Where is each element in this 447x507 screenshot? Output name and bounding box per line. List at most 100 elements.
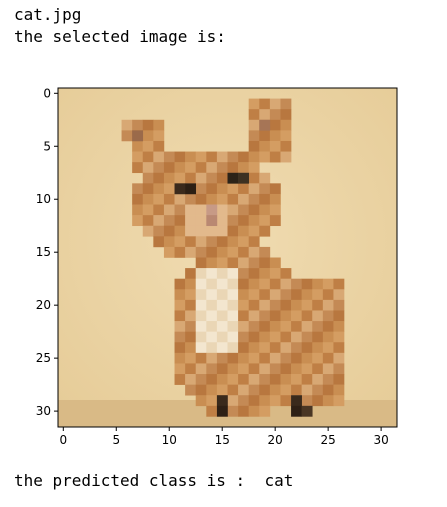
cat-pixel: [301, 374, 313, 385]
cat-pixel: [227, 331, 239, 343]
cat-pixel: [301, 299, 313, 311]
cat-pixel: [333, 331, 345, 343]
cat-pixel: [174, 299, 186, 311]
cat-pixel: [195, 151, 207, 163]
cat-pixel: [174, 215, 186, 227]
cat-pixel: [248, 225, 260, 237]
cat-pixel: [195, 384, 207, 396]
cat-pixel: [163, 172, 175, 184]
cat-pixel: [216, 162, 228, 174]
cat-pixel: [280, 331, 292, 343]
cat-pixel: [185, 331, 197, 343]
cat-pixel: [174, 331, 186, 343]
cat-pixel: [280, 363, 292, 375]
cat-pixel: [227, 299, 239, 311]
y-tick-label: 0: [43, 86, 51, 100]
cat-pixel: [216, 278, 228, 290]
x-tick-label: 25: [321, 433, 336, 447]
cat-pixel: [238, 215, 249, 227]
cat-pixel: [259, 321, 271, 332]
cat-pixel: [291, 289, 302, 301]
cat-pixel: [185, 352, 197, 364]
cat-pixel: [291, 321, 302, 332]
cat-pixel: [280, 268, 292, 279]
cat-pixel: [269, 268, 281, 279]
cat-pixel: [322, 352, 334, 364]
cat-pixel: [142, 215, 154, 227]
cat-pixel: [333, 352, 345, 364]
cat-pixel: [312, 331, 324, 343]
cat-pixel: [163, 183, 175, 195]
cat-pixel: [322, 310, 334, 322]
cat-pixel: [195, 225, 207, 237]
cat-pixel: [248, 374, 260, 385]
cat-pixel: [259, 363, 271, 375]
cat-pixel: [322, 395, 334, 407]
cat-pixel: [174, 310, 186, 322]
cat-pixel: [259, 193, 271, 205]
cat-pixel: [259, 342, 271, 354]
cat-pixel: [238, 310, 249, 322]
cat-pixel: [153, 130, 165, 142]
cat-pixel: [227, 384, 239, 396]
cat-pixel: [291, 384, 302, 396]
cat-pixel: [185, 151, 197, 163]
cat-pixel: [216, 225, 228, 237]
y-axis: 0 5 10 15 20 25 30: [36, 86, 58, 418]
cat-pixel: [269, 363, 281, 375]
y-tick-label: 10: [36, 192, 51, 206]
cat-pixel: [195, 331, 207, 343]
cat-pixel: [248, 257, 260, 269]
cat-pixel: [269, 183, 281, 195]
cat-pixel: [248, 109, 260, 121]
cat-pixel: [269, 289, 281, 301]
cat-pixel: [142, 140, 154, 152]
cat-pixel: [174, 321, 186, 332]
cat-pixel: [163, 193, 175, 205]
cat-pixel: [259, 98, 271, 110]
cat-pixel: [206, 268, 218, 279]
cat-pixel: [185, 193, 197, 205]
x-tick-label: 5: [112, 433, 120, 447]
cat-pixel: [291, 310, 302, 322]
cat-pixel: [142, 204, 154, 216]
cat-pixel: [259, 395, 271, 407]
predicted-class-text: the predicted class is : cat: [14, 471, 294, 490]
cat-pixel: [238, 352, 249, 364]
cat-pixel: [312, 363, 324, 375]
cat-pixel: [185, 384, 197, 396]
cat-pixel: [248, 289, 260, 301]
cat-pixel: [333, 278, 345, 290]
cat-pixel: [206, 384, 218, 396]
cat-pixel: [216, 321, 228, 332]
cat-pixel: [227, 215, 239, 227]
cat-pixel: [132, 151, 144, 163]
cat-pixel: [259, 331, 271, 343]
cat-pixel: [269, 119, 281, 131]
cat-pixel: [259, 299, 271, 311]
cat-pixel: [174, 363, 186, 375]
cat-pixel: [269, 331, 281, 343]
cat-pixel: [238, 193, 249, 205]
cat-pixel: [227, 352, 239, 364]
x-tick-label: 15: [215, 433, 230, 447]
cat-pixel: [121, 119, 133, 131]
y-tick-label: 25: [36, 351, 51, 365]
y-tick-label: 30: [36, 404, 51, 418]
cat-pixel: [174, 204, 186, 216]
cat-pixel: [259, 352, 271, 364]
cat-pixel: [163, 225, 175, 237]
cat-pixel: [216, 268, 228, 279]
cat-pixel: [153, 162, 165, 174]
cat-pixel: [238, 374, 249, 385]
cat-pixel: [227, 183, 239, 195]
axes-frame: [57, 87, 398, 428]
cat-pixel: [195, 236, 207, 248]
x-tick-label: 20: [268, 433, 283, 447]
cat-pixel: [322, 331, 334, 343]
cat-pixel: [269, 310, 281, 322]
cat-pixel: [248, 352, 260, 364]
cat-pixel: [238, 151, 249, 163]
cat-pixel: [322, 321, 334, 332]
cat-pixel: [301, 310, 313, 322]
